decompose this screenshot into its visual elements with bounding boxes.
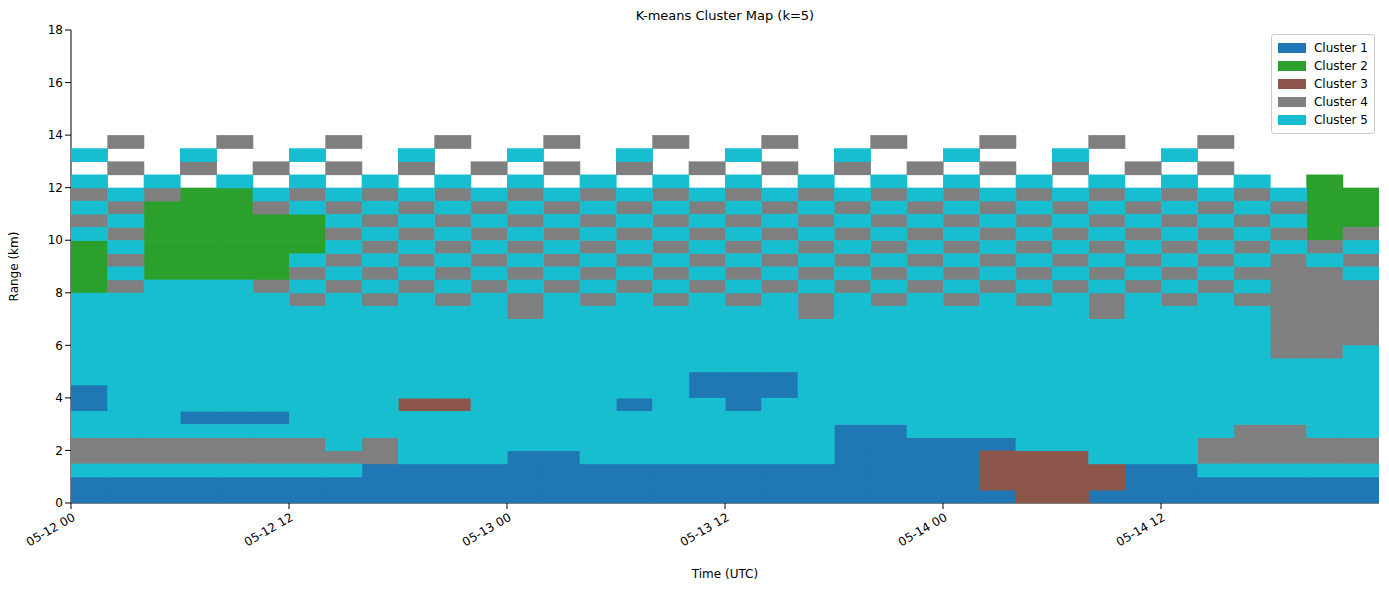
svg-text:Range (km): Range (km) — [7, 232, 21, 302]
svg-text:16: 16 — [48, 76, 63, 90]
svg-text:14: 14 — [48, 128, 63, 142]
svg-text:2: 2 — [55, 444, 63, 458]
svg-text:6: 6 — [55, 339, 63, 353]
html-text:Cluster 3: Cluster 3 — [1314, 77, 1368, 91]
svg-text:05-13 00: 05-13 00 — [460, 510, 514, 549]
svg-text:18: 18 — [48, 23, 63, 37]
svg-text:4: 4 — [55, 391, 63, 405]
html-text:Cluster 5: Cluster 5 — [1314, 113, 1368, 127]
svg-text:05-12 00: 05-12 00 — [24, 510, 78, 549]
html-text:Cluster 4: Cluster 4 — [1314, 95, 1368, 109]
svg-text:05-14 00: 05-14 00 — [896, 510, 950, 549]
svg-text:Time (UTC): Time (UTC) — [691, 567, 758, 581]
svg-text:8: 8 — [55, 286, 63, 300]
html-text:Cluster 1: Cluster 1 — [1314, 41, 1368, 55]
svg-text:05-13 12: 05-13 12 — [678, 510, 732, 549]
svg-text:05-14 12: 05-14 12 — [1114, 510, 1168, 549]
svg-text:0: 0 — [55, 496, 63, 510]
html-text:K-means Cluster Map (k=5): K-means Cluster Map (k=5) — [635, 8, 815, 23]
html-text:Cluster 2: Cluster 2 — [1314, 59, 1368, 73]
svg-text:05-12 12: 05-12 12 — [242, 510, 296, 549]
svg-text:10: 10 — [48, 233, 63, 247]
svg-text:12: 12 — [48, 181, 63, 195]
